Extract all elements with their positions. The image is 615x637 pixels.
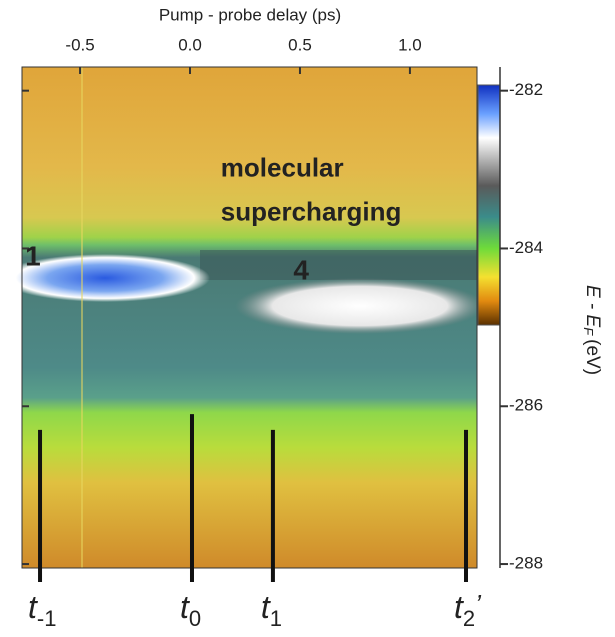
marker-prime: ’	[475, 589, 482, 619]
time-marker-label: t-1	[28, 589, 56, 630]
y-label-unit: (eV)	[582, 339, 603, 375]
x-label: Pump - probe delay (ps)	[159, 5, 341, 24]
y-tick-label: -282	[509, 80, 543, 99]
y-tick-label: -284	[509, 238, 543, 257]
x-tick-label: 0.5	[288, 35, 312, 54]
x-tick-label: 1.0	[398, 35, 422, 54]
annotation: 1	[25, 240, 41, 271]
feature-1	[0, 254, 210, 302]
plot-frame	[21, 66, 478, 569]
y-label-sub: F	[581, 327, 596, 336]
marker-sub: 0	[189, 606, 201, 631]
marker-main: t	[261, 589, 271, 625]
colorbar	[477, 84, 501, 326]
marker-sub: -1	[37, 606, 57, 631]
marker-main: t	[28, 589, 38, 625]
annotation: supercharging	[221, 197, 402, 227]
heatmap-band	[200, 250, 477, 280]
annotation: 4	[293, 255, 309, 286]
time-marker-label: t2’	[454, 589, 482, 631]
x-tick-label: -0.5	[65, 35, 94, 54]
feature-4	[235, 278, 485, 334]
marker-sub: 1	[270, 606, 282, 631]
y-label-main: E - E	[582, 285, 603, 328]
y-tick-label: -286	[509, 396, 543, 415]
time-marker-label: t1	[261, 589, 282, 630]
time-marker-label: t0	[180, 589, 201, 630]
marker-main: t	[454, 589, 464, 625]
x-tick-label: 0.0	[178, 35, 202, 54]
y-label: E - EF (eV)	[581, 285, 603, 375]
marker-sub: 2	[463, 606, 475, 631]
marker-main: t	[180, 589, 190, 625]
y-tick-label: -288	[509, 554, 543, 573]
annotation: molecular	[221, 152, 344, 182]
